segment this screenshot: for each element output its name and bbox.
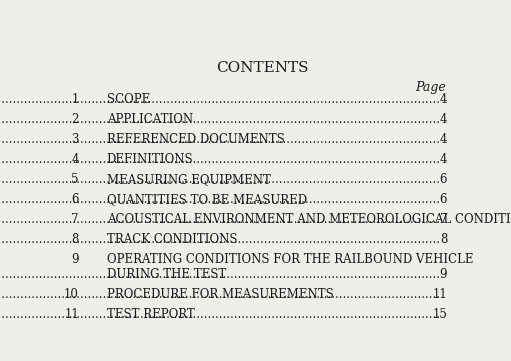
Text: 7: 7 — [72, 213, 79, 226]
Text: PROCEDURE FOR MEASUREMENTS: PROCEDURE FOR MEASUREMENTS — [107, 288, 333, 301]
Text: ................................................................................: ........................................… — [0, 234, 441, 247]
Text: DURING THE TEST: DURING THE TEST — [107, 268, 226, 281]
Text: 5: 5 — [72, 173, 79, 186]
Text: 7: 7 — [440, 213, 447, 226]
Text: ................................................................................: ........................................… — [0, 213, 441, 226]
Text: 11: 11 — [64, 308, 79, 321]
Text: 4: 4 — [440, 153, 447, 166]
Text: 6: 6 — [440, 173, 447, 186]
Text: 6: 6 — [72, 193, 79, 206]
Text: 8: 8 — [440, 234, 447, 247]
Text: REFERENCED DOCUMENTS: REFERENCED DOCUMENTS — [107, 133, 285, 146]
Text: 4: 4 — [72, 153, 79, 166]
Text: 1: 1 — [72, 93, 79, 106]
Text: OPERATING CONDITIONS FOR THE RAILBOUND VEHICLE: OPERATING CONDITIONS FOR THE RAILBOUND V… — [107, 253, 473, 266]
Text: 8: 8 — [72, 234, 79, 247]
Text: Page: Page — [415, 81, 446, 94]
Text: 15: 15 — [432, 308, 447, 321]
Text: 11: 11 — [432, 288, 447, 301]
Text: QUANTITIES TO BE MEASURED: QUANTITIES TO BE MEASURED — [107, 193, 307, 206]
Text: MEASURING EQUIPMENT: MEASURING EQUIPMENT — [107, 173, 270, 186]
Text: 4: 4 — [440, 113, 447, 126]
Text: 6: 6 — [440, 193, 447, 206]
Text: 10: 10 — [64, 288, 79, 301]
Text: TEST REPORT: TEST REPORT — [107, 308, 194, 321]
Text: ACOUSTICAL ENVIRONMENT AND METEOROLOGICAL CONDITIONS: ACOUSTICAL ENVIRONMENT AND METEOROLOGICA… — [107, 213, 511, 226]
Text: ................................................................................: ........................................… — [0, 93, 441, 106]
Text: 9: 9 — [72, 253, 79, 266]
Text: 4: 4 — [440, 133, 447, 146]
Text: TRACK CONDITIONS: TRACK CONDITIONS — [107, 234, 237, 247]
Text: APPLICATION: APPLICATION — [107, 113, 193, 126]
Text: 9: 9 — [440, 268, 447, 281]
Text: ................................................................................: ........................................… — [0, 133, 441, 146]
Text: ................................................................................: ........................................… — [0, 113, 441, 126]
Text: 3: 3 — [72, 133, 79, 146]
Text: SCOPE: SCOPE — [107, 93, 150, 106]
Text: DEFINITIONS: DEFINITIONS — [107, 153, 193, 166]
Text: CONTENTS: CONTENTS — [216, 61, 308, 75]
Text: ................................................................................: ........................................… — [0, 288, 441, 301]
Text: ................................................................................: ........................................… — [0, 308, 441, 321]
Text: ................................................................................: ........................................… — [0, 153, 441, 166]
Text: ................................................................................: ........................................… — [0, 268, 441, 281]
Text: ................................................................................: ........................................… — [0, 193, 441, 206]
Text: 2: 2 — [72, 113, 79, 126]
Text: ................................................................................: ........................................… — [0, 173, 441, 186]
Text: 4: 4 — [440, 93, 447, 106]
